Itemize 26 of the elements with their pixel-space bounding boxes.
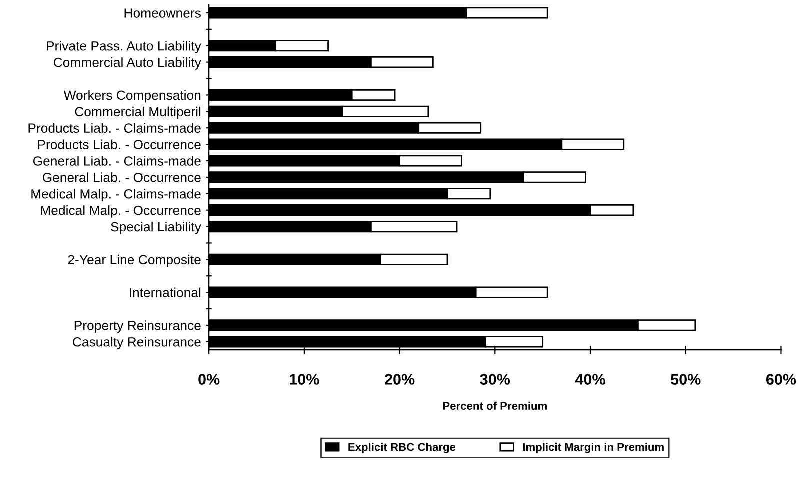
x-tick-label: 40% [575,374,606,385]
y-tick-label: Medical Malp. - Claims-made [32,189,201,202]
y-tick-label: Special Liability [111,222,202,234]
x-tick-label: 50% [671,374,701,385]
y-tick-label: International [130,288,201,298]
y-tick-label: Casualty Reinsurance [73,337,201,350]
x-axis-title: Percent of Premium [443,402,547,410]
y-tick-label: Private Pass. Auto Liability [47,41,202,54]
y-tick-label: Homeowners [124,8,201,18]
x-tick-label: 20% [385,374,415,385]
legend-label: Implicit Margin in Premium [523,443,664,454]
y-tick-label: Medical Malp. - Occurrence [41,206,201,218]
y-tick-label: 2-Year Line Composite [68,254,201,268]
x-tick-label: 60% [766,374,796,385]
y-tick-label: General Liab. - Occurrence [42,172,201,182]
y-tick-label: Workers Compensation [64,90,201,103]
legend-label: Explicit RBC Charge [348,443,456,454]
x-tick-label: 0% [198,374,220,385]
y-tick-label: Products Liab. - Claims-made [28,123,201,134]
y-tick-label: Commercial Auto Liability [54,58,202,70]
y-tick-label: Property Reinsurance [74,320,201,333]
y-tick-label: Commercial Multiperil [75,106,201,120]
y-tick-label: Products Liab. - Occurrence [38,140,201,150]
y-tick-label: General Liab. - Claims-made [33,156,201,166]
x-tick-label: 30% [480,374,510,385]
x-tick-label: 10% [290,374,320,385]
